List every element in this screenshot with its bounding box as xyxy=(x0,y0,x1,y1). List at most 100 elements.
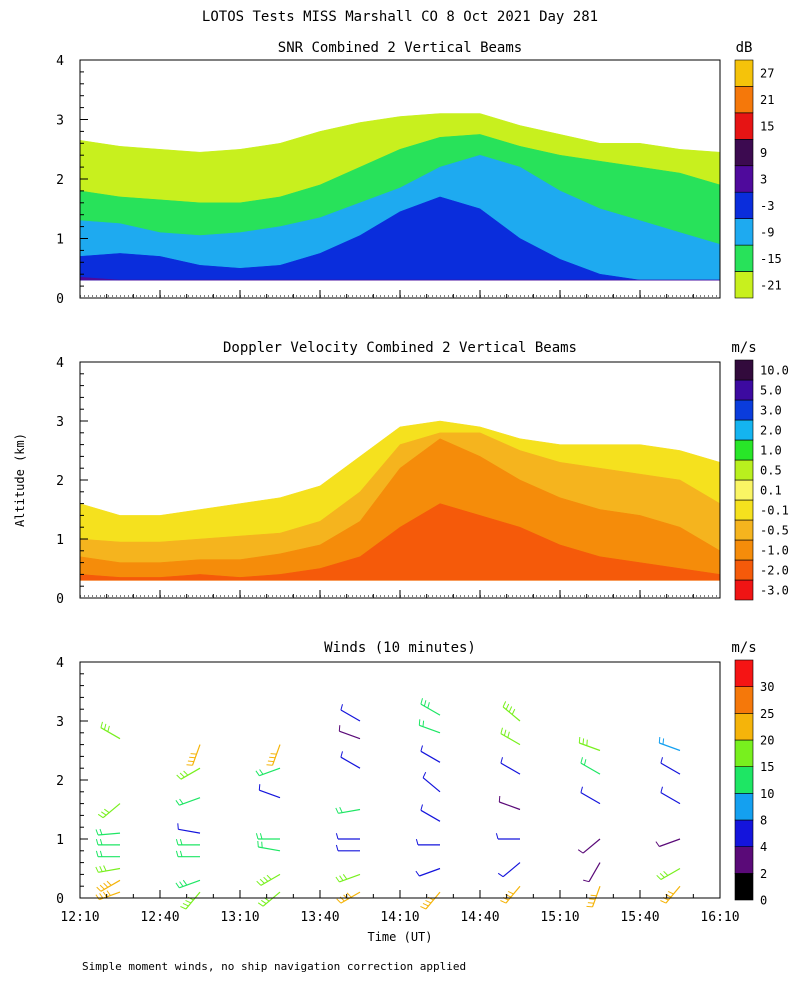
colorbar-label: 8 xyxy=(760,814,767,828)
wind-barb xyxy=(420,703,441,716)
wind-barb-feather xyxy=(659,872,665,878)
wind-barb xyxy=(659,742,681,752)
wind-barb-feather xyxy=(497,872,504,878)
wind-barb xyxy=(579,742,601,752)
wind-barb xyxy=(420,809,441,822)
y-tick-label: 4 xyxy=(56,54,64,69)
wind-barb-feather xyxy=(656,874,662,880)
axis-frame xyxy=(79,661,721,899)
wind-barb-feather xyxy=(266,764,273,766)
wind-barb-feather xyxy=(422,771,427,778)
colorbar-swatch xyxy=(734,479,754,501)
winds-colorbar: 0 2 4 8 10 15 20 25 30 xyxy=(734,659,774,908)
wind-barb xyxy=(340,709,361,722)
wind-barb-feather xyxy=(99,850,103,857)
colorbar-label: -21 xyxy=(760,278,782,292)
wind-barb-feather xyxy=(586,739,588,746)
colorbar-swatch xyxy=(734,218,754,246)
x-tick-label: 14:40 xyxy=(460,910,499,925)
wind-barb xyxy=(660,867,681,881)
wind-barb-feather xyxy=(420,698,423,705)
wind-barb xyxy=(425,891,441,910)
wind-barb-feather xyxy=(190,753,197,755)
colorbar-label: -15 xyxy=(760,252,782,266)
colorbar-swatch xyxy=(734,399,754,421)
wind-barb-feather xyxy=(263,876,269,882)
wind-barb-feather xyxy=(663,870,669,876)
wind-barb-feather xyxy=(415,838,419,846)
wind-barb-feather xyxy=(423,700,427,707)
doppler-panel-title: Doppler Velocity Combined 2 Vertical Bea… xyxy=(223,340,577,356)
wind-barb-feather xyxy=(106,880,112,886)
colorbar-label: 0.5 xyxy=(760,464,782,478)
y-tick-label: 1 xyxy=(56,833,64,848)
wind-barb-feather xyxy=(339,806,343,813)
wind-barb-feather xyxy=(103,723,107,730)
wind-barb-feather xyxy=(103,882,109,888)
wind-profile xyxy=(175,744,201,910)
wind-barb xyxy=(582,838,601,854)
wind-barb-feather xyxy=(187,760,194,763)
wind-barb-feather xyxy=(342,874,348,880)
y-tick-label: 3 xyxy=(56,415,64,430)
wind-barb-feather xyxy=(107,725,110,732)
x-tick-label: 13:40 xyxy=(300,910,339,925)
wind-barb-feather xyxy=(340,751,343,758)
colorbar-label: -3 xyxy=(760,199,774,213)
colorbar-label: -2.0 xyxy=(760,564,789,578)
colorbar-label: 21 xyxy=(760,93,774,107)
wind-profile xyxy=(495,701,521,904)
colorbar-swatch xyxy=(734,659,754,688)
wind-barb xyxy=(179,879,201,889)
wind-barb xyxy=(180,767,201,780)
wind-barb-feather xyxy=(500,757,503,764)
wind-barb-feather xyxy=(270,753,277,755)
wind-barb-feather xyxy=(96,886,102,892)
wind-barb-feather xyxy=(503,729,507,736)
wind-barb-feather xyxy=(256,880,262,886)
wind-barb xyxy=(100,879,121,892)
colorbar-swatch xyxy=(734,244,754,272)
wind-barb-feather xyxy=(583,879,590,883)
wind-barb xyxy=(185,891,201,910)
wind-barb xyxy=(665,885,681,904)
wind-barb-feather xyxy=(495,833,499,840)
colorbar-label: 27 xyxy=(760,67,774,81)
wind-barb-feather xyxy=(103,865,107,872)
x-axis-label: Time (UT) xyxy=(367,930,432,944)
wind-barb-feather xyxy=(340,704,343,711)
wind-barb-feather xyxy=(175,838,179,846)
colorbar-swatch xyxy=(734,165,754,193)
wind-barb-feather xyxy=(180,905,187,910)
wind-barb-feather xyxy=(589,898,596,900)
wind-barb-feather xyxy=(587,902,594,904)
wind-barb-feather xyxy=(577,849,584,854)
wind-barb-feather xyxy=(335,876,340,883)
snr-colorbar: -21 -15 -9 -3 3 9 15 21 27 xyxy=(734,59,782,299)
colorbar-label: 3.0 xyxy=(760,404,782,418)
x-tick-label: 12:10 xyxy=(60,910,99,925)
wind-barb xyxy=(580,792,601,805)
wind-barb xyxy=(271,744,281,766)
wind-barb-feather xyxy=(335,807,339,814)
wind-barb-feather xyxy=(95,850,99,857)
wind-barb-feather xyxy=(267,760,274,763)
wind-barb-feather xyxy=(179,850,183,857)
wind-barb xyxy=(258,846,281,852)
wind-profile xyxy=(577,736,601,908)
wind-barb xyxy=(660,792,681,805)
wind-barb-feather xyxy=(106,890,111,896)
colorbar-label: 20 xyxy=(760,734,774,748)
y-tick-label: 4 xyxy=(56,356,64,371)
y-tick-label: 3 xyxy=(56,114,64,129)
colorbar-label: 15 xyxy=(760,120,774,134)
colorbar-label: 9 xyxy=(760,146,767,160)
y-tick-label: 1 xyxy=(56,233,64,248)
wind-barb-feather xyxy=(505,703,510,710)
colorbar-label: 10 xyxy=(760,787,774,801)
colorbar-swatch xyxy=(734,86,754,114)
colorbar-swatch xyxy=(734,872,754,901)
colorbar-swatch xyxy=(734,271,754,299)
colorbar-swatch xyxy=(734,379,754,401)
colorbar-swatch xyxy=(734,59,754,87)
